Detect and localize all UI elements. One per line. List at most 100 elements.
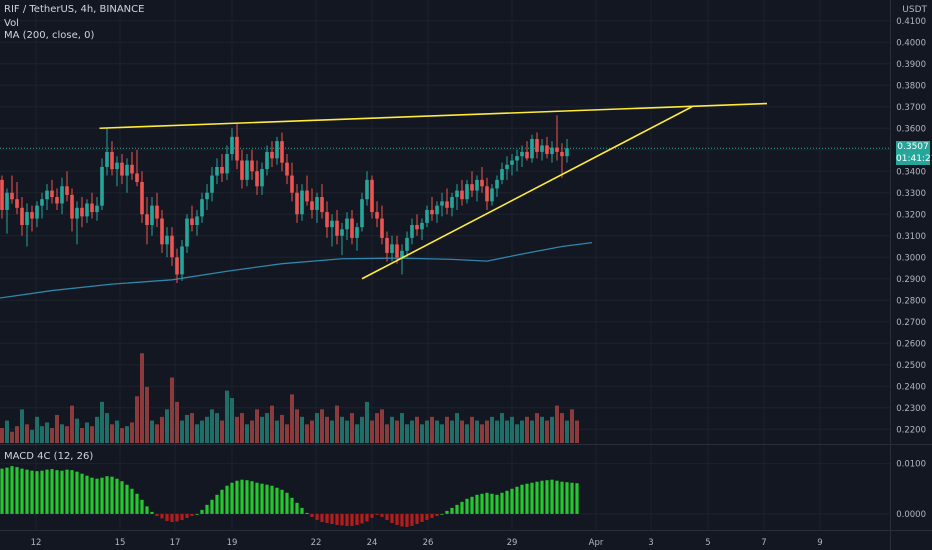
price-tick-label: 0.3300 [896,189,926,199]
macd-histogram-bar [410,513,414,526]
volume-bar [570,409,574,443]
macd-histogram-bar [430,513,434,518]
volume-bar [45,422,49,443]
macd-histogram-bar [150,511,154,514]
volume-bar [340,416,344,443]
price-tick-label: 0.2200 [896,425,926,435]
volume-bar [175,401,179,443]
volume-bar [420,424,424,443]
macd-legend[interactable]: MACD 4C (12, 26) [4,451,94,462]
volume-bar [105,413,109,443]
candle-body [330,220,334,228]
candle-body [235,136,239,161]
macd-histogram-bar [65,469,69,514]
volume-bar [385,424,389,443]
macd-histogram-bar [110,476,114,514]
macd-histogram-bar [575,483,579,514]
macd-histogram-bar [395,513,399,525]
candle-body [325,212,329,228]
price-tick-label: 0.3900 [896,60,926,70]
macd-histogram-bar [465,498,469,514]
candle-body [210,175,214,193]
trendline-lower[interactable] [361,106,693,280]
candle-body [200,199,204,217]
volume-bar [450,420,454,443]
volume-bar [455,413,459,443]
candle-body [350,218,354,238]
candle-body [500,169,504,180]
candle-body [160,218,164,245]
volume-bar [205,416,209,443]
macd-histogram-bar [260,483,264,514]
candle-body [525,151,529,159]
volume-bar [485,420,489,443]
volume-bar [540,416,544,443]
price-tick-label: 0.3400 [896,167,926,177]
macd-histogram-bar [70,470,74,514]
macd-histogram-bar [95,478,99,514]
macd-histogram-bar [285,492,289,514]
macd-histogram-bar [50,469,54,514]
candle-body [20,207,24,225]
ma-legend[interactable]: MA (200, close, 0) [4,30,95,41]
price-tick-label: 0.4100 [896,17,926,27]
macd-histogram-bar [295,502,299,514]
volume-bar [20,409,24,443]
macd-histogram-bar [490,493,494,514]
volume-bar [85,422,89,443]
price-tick-label: 0.3200 [896,210,926,220]
macd-histogram-bar [230,482,234,514]
currency-label[interactable]: USDT [902,5,927,15]
macd-histogram-bar [80,473,84,514]
trendline-upper[interactable] [99,102,768,130]
macd-histogram-bar [155,513,159,516]
candle-body [545,145,549,155]
candle-body [75,207,79,219]
volume-bar [40,426,44,443]
macd-histogram-bar [45,469,49,514]
candle-body [185,218,189,247]
volume-bar [350,413,354,443]
volume-bar [150,420,154,443]
macd-histogram-bar [5,467,9,514]
candle-body [445,201,449,208]
volume-bar [215,413,219,443]
macd-histogram-bar [550,479,554,514]
macd-histogram-bar [555,480,559,514]
volume-bar [180,420,184,443]
candle-body [225,154,229,174]
volume-bar [10,431,14,443]
macd-histogram-bar [135,493,139,514]
candle-body [520,151,524,157]
volume-bar [520,420,524,443]
volume-bar [160,416,164,443]
candle-body [70,194,74,219]
symbol-title[interactable]: RIF / TetherUS, 4h, BINANCE [4,4,145,15]
macd-histogram-bar [300,507,304,514]
volume-bar [185,414,189,443]
time-tick-label: Apr [589,538,604,548]
vol-legend[interactable]: Vol [4,18,19,29]
volume-bar [300,416,304,443]
candle-body [365,179,369,200]
candle-body [80,207,84,217]
candle-body [60,186,64,204]
time-tick-label: 19 [227,538,238,548]
volume-bar [95,416,99,443]
candle-body [265,151,269,170]
candle-body [155,205,159,219]
macd-histogram-bar [525,483,529,514]
macd-histogram-bar [455,504,459,514]
volume-bar [370,420,374,443]
volume-bar [445,416,449,443]
volume-bar [35,416,39,443]
candle-body [55,197,59,204]
trendline-layer[interactable] [99,102,768,280]
macd-histogram-bar [470,496,474,514]
candle-body [50,190,54,198]
macd-histogram-bar [170,513,174,522]
price-tick-label: 0.3000 [896,253,926,263]
volume-bar [270,405,274,443]
volume-bar [200,420,204,443]
